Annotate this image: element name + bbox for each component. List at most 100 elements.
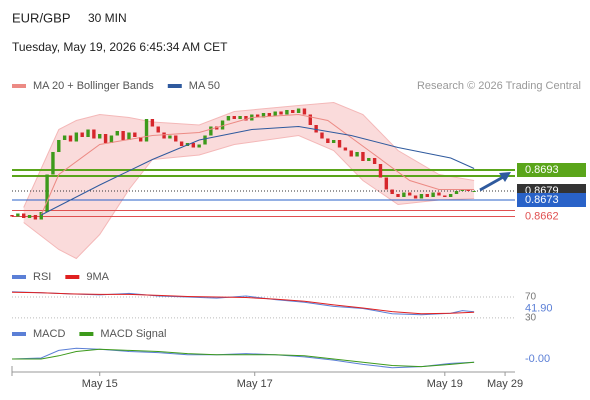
candle — [460, 189, 465, 191]
candle — [109, 135, 114, 143]
candle — [86, 129, 90, 137]
level-label: 0.8693 — [525, 164, 559, 176]
candle — [431, 192, 435, 197]
candle — [168, 135, 172, 139]
candle — [296, 108, 301, 113]
candle — [291, 110, 295, 113]
x-tick-label: May 15 — [82, 378, 118, 390]
legend-label: RSI — [33, 271, 51, 283]
level-label-box — [517, 193, 586, 207]
candle — [285, 110, 289, 115]
candle — [331, 140, 336, 143]
x-tick-label: May 17 — [237, 378, 273, 390]
value-label: -0.00 — [525, 353, 550, 365]
candle — [273, 111, 277, 116]
legend-label: MA 20 + Bollinger Bands — [33, 80, 154, 92]
candle — [150, 119, 155, 127]
legend-swatch — [12, 332, 26, 336]
candle — [51, 152, 55, 175]
candle — [39, 212, 43, 220]
candle — [115, 131, 119, 136]
candle — [179, 141, 184, 146]
candle — [349, 150, 353, 157]
candle — [98, 134, 102, 139]
candle — [27, 215, 32, 218]
candle — [244, 116, 248, 121]
candle — [144, 119, 149, 142]
x-tick-label: May 29 — [487, 378, 523, 390]
candle — [16, 213, 20, 217]
candle — [174, 135, 178, 142]
candle — [203, 135, 207, 145]
candle — [121, 131, 125, 140]
legend-swatch — [79, 332, 94, 336]
symbol: EUR/GBP — [12, 10, 71, 25]
candle — [209, 126, 213, 136]
series-line — [40, 113, 475, 216]
candle — [448, 194, 453, 197]
legend-label: MACD Signal — [100, 328, 166, 340]
copyright: Research © 2026 Trading Central — [417, 80, 581, 92]
candle — [80, 132, 84, 137]
candle — [267, 113, 272, 116]
legend-swatch — [12, 84, 26, 88]
series-line — [11, 291, 475, 315]
candle — [62, 135, 67, 140]
candle — [103, 134, 108, 143]
candle — [413, 195, 418, 199]
candle — [261, 113, 266, 118]
candle — [74, 132, 79, 142]
plot-layer: MA 20 + Bollinger Bands MA 500.86930.8679… — [10, 80, 586, 390]
candle — [367, 158, 371, 161]
candle — [10, 215, 14, 217]
forecast-arrow-head — [499, 172, 511, 182]
candle — [372, 158, 377, 164]
series-line — [40, 125, 475, 216]
forecast-arrow — [479, 174, 506, 192]
series-line — [11, 347, 475, 369]
candle — [361, 152, 365, 161]
candle — [302, 108, 307, 115]
candle — [343, 147, 348, 151]
candle — [197, 144, 201, 148]
candle — [191, 143, 196, 148]
candle — [21, 213, 26, 218]
candle — [279, 111, 283, 115]
candle — [92, 129, 96, 139]
candle — [390, 189, 394, 194]
legend-swatch — [12, 275, 26, 279]
legend-swatch — [65, 275, 80, 279]
candle — [33, 215, 38, 220]
candle — [156, 126, 160, 133]
candle — [443, 195, 447, 197]
legend-swatch — [167, 84, 182, 88]
candle — [133, 132, 137, 137]
series-line — [12, 348, 475, 368]
candle — [162, 132, 166, 139]
candle — [68, 135, 73, 142]
candle — [238, 116, 242, 119]
candle — [378, 164, 383, 178]
interval: 30 MIN — [88, 11, 127, 25]
candle — [454, 191, 459, 194]
candle — [419, 194, 424, 199]
y-tick-label: 30 — [525, 313, 537, 324]
candle — [408, 192, 412, 196]
candle — [472, 191, 476, 192]
candle — [255, 114, 260, 118]
candle — [127, 132, 131, 140]
level-label: 0.8673 — [525, 194, 559, 206]
candle — [308, 114, 312, 125]
bollinger-band — [23, 102, 475, 259]
value-label: 41.90 — [525, 303, 553, 315]
datetime: Tuesday, May 19, 2026 6:45:34 AM CET — [12, 40, 228, 54]
level-label-box — [517, 163, 586, 177]
candle — [220, 120, 225, 130]
candle — [326, 138, 330, 143]
candle — [384, 177, 389, 190]
candle — [425, 194, 429, 197]
candle — [337, 140, 342, 148]
candle — [314, 125, 318, 133]
